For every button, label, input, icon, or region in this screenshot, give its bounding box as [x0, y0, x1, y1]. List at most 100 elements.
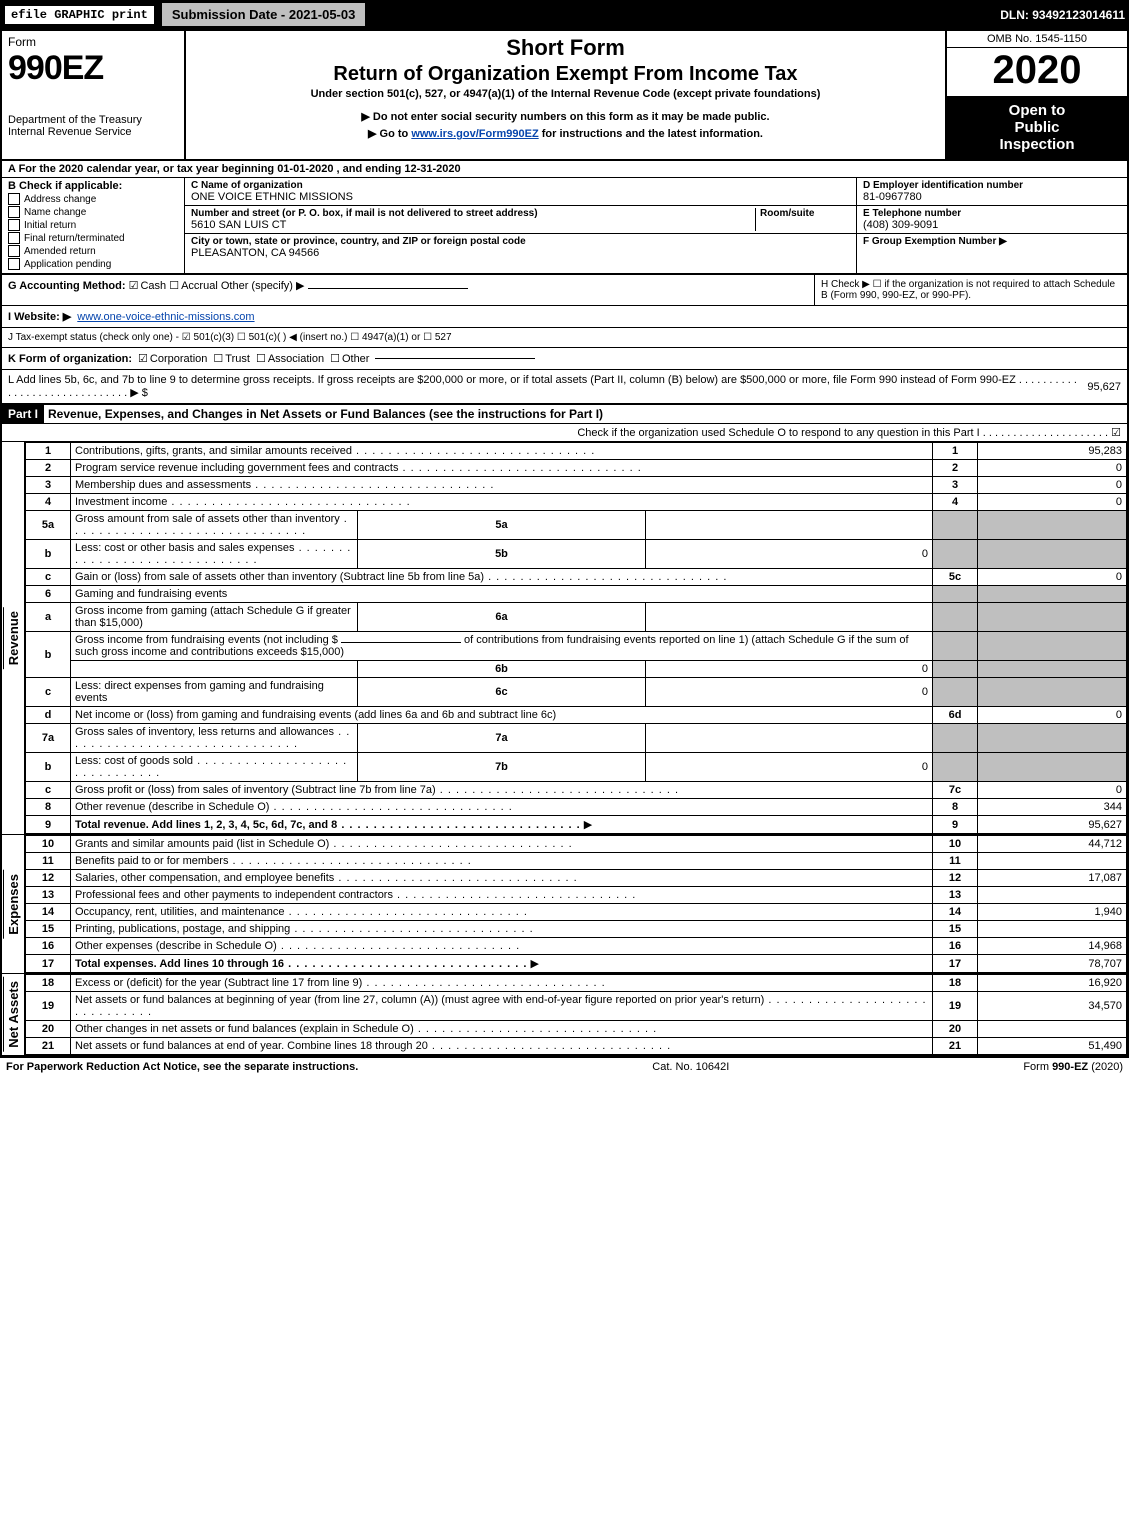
tel-label: E Telephone number: [863, 208, 1121, 219]
line-9: 9 Total revenue. Add lines 1, 2, 3, 4, 5…: [26, 816, 1127, 834]
line-6d: d Net income or (loss) from gaming and f…: [26, 707, 1127, 724]
footer-left: For Paperwork Reduction Act Notice, see …: [6, 1061, 358, 1073]
revenue-table: 1 Contributions, gifts, grants, and simi…: [25, 442, 1127, 834]
line-4: 4 Investment income 4 0: [26, 494, 1127, 511]
tel: (408) 309-9091: [863, 219, 1121, 231]
line-10: 10 Grants and similar amounts paid (list…: [26, 836, 1127, 853]
main-title: Return of Organization Exempt From Incom…: [192, 63, 939, 86]
net-assets-side-label: Net Assets: [2, 974, 25, 1055]
row-l: L Add lines 5b, 6c, and 7b to line 9 to …: [2, 370, 1127, 405]
line-16: 16 Other expenses (describe in Schedule …: [26, 938, 1127, 955]
part1-title: Revenue, Expenses, and Changes in Net As…: [44, 405, 1127, 423]
opt-name-change: Name change: [24, 207, 86, 218]
line-6c: c Less: direct expenses from gaming and …: [26, 678, 1127, 707]
l-value: 95,627: [1087, 381, 1121, 393]
k-assoc: Association: [256, 352, 324, 365]
line-18: 18 Excess or (deficit) for the year (Sub…: [26, 975, 1127, 992]
omb-number: OMB No. 1545-1150: [947, 31, 1127, 48]
checkbox-address-change[interactable]: [8, 193, 20, 205]
checkbox-name-change[interactable]: [8, 206, 20, 218]
line-7a: 7a Gross sales of inventory, less return…: [26, 724, 1127, 753]
open-to: Open to: [949, 102, 1125, 119]
form-frame: Form 990EZ Department of the Treasury In…: [0, 29, 1129, 1057]
footer-mid: Cat. No. 10642I: [652, 1061, 729, 1073]
line-6b-amt: 6b 0: [26, 661, 1127, 678]
row-h: H Check ▶ ☐ if the organization is not r…: [815, 275, 1127, 305]
title-left: Form 990EZ Department of the Treasury In…: [2, 31, 186, 159]
line-6b: b Gross income from fundraising events (…: [26, 632, 1127, 661]
line-17: 17 Total expenses. Add lines 10 through …: [26, 955, 1127, 973]
l-text: L Add lines 5b, 6c, and 7b to line 9 to …: [8, 374, 1081, 399]
opt-amended-return: Amended return: [24, 246, 96, 257]
line-7c: c Gross profit or (loss) from sales of i…: [26, 782, 1127, 799]
org-name-label: C Name of organization: [191, 180, 850, 191]
street: 5610 SAN LUIS CT: [191, 219, 755, 231]
inspection: Inspection: [949, 136, 1125, 153]
k-corp: Corporation: [138, 352, 207, 365]
row-i: I Website: ▶ www.one-voice-ethnic-missio…: [2, 306, 1127, 328]
efile-print-label: efile GRAPHIC print: [4, 5, 155, 25]
ein: 81-0967780: [863, 191, 1121, 203]
subtitle: Under section 501(c), 527, or 4947(a)(1)…: [192, 88, 939, 100]
opt-initial-return: Initial return: [24, 220, 76, 231]
footer-right: Form 990-EZ (2020): [1023, 1061, 1123, 1073]
6b-contrib-field[interactable]: [341, 642, 461, 643]
opt-application-pending: Application pending: [24, 259, 111, 270]
dln-label: DLN: 93492123014611: [1000, 8, 1125, 22]
line-20: 20 Other changes in net assets or fund b…: [26, 1021, 1127, 1038]
form-code: 990EZ: [8, 49, 178, 88]
checkbox-final-return[interactable]: [8, 232, 20, 244]
line-14: 14 Occupancy, rent, utilities, and maint…: [26, 904, 1127, 921]
checkbox-amended-return[interactable]: [8, 245, 20, 257]
i-label: I Website: ▶: [8, 310, 71, 323]
column-c: C Name of organization ONE VOICE ETHNIC …: [185, 178, 857, 273]
checkbox-application-pending[interactable]: [8, 258, 20, 270]
g-other-field[interactable]: [308, 288, 468, 289]
line-3: 3 Membership dues and assessments 3 0: [26, 477, 1127, 494]
dept-treasury: Department of the Treasury: [8, 114, 178, 126]
part1-header-row: Part I Revenue, Expenses, and Changes in…: [2, 405, 1127, 424]
row-g: G Accounting Method: Cash Accrual Other …: [2, 275, 815, 305]
line-6a: a Gross income from gaming (attach Sched…: [26, 603, 1127, 632]
line-5b: b Less: cost or other basis and sales ex…: [26, 540, 1127, 569]
line-15: 15 Printing, publications, postage, and …: [26, 921, 1127, 938]
open-inspection-box: Open to Public Inspection: [947, 96, 1127, 159]
goto-line: ▶ Go to www.irs.gov/Form990EZ for instru…: [192, 127, 939, 140]
line-21: 21 Net assets or fund balances at end of…: [26, 1038, 1127, 1055]
k-other: Other: [330, 352, 369, 365]
line-1: 1 Contributions, gifts, grants, and simi…: [26, 443, 1127, 460]
short-form-title: Short Form: [192, 35, 939, 61]
g-other: Other (specify) ▶: [221, 280, 305, 292]
goto-post: for instructions and the latest informat…: [539, 128, 763, 140]
city: PLEASANTON, CA 94566: [191, 247, 850, 259]
k-other-field[interactable]: [375, 358, 535, 359]
line-5c: c Gain or (loss) from sale of assets oth…: [26, 569, 1127, 586]
title-center: Short Form Return of Organization Exempt…: [186, 31, 945, 159]
street-label: Number and street (or P. O. box, if mail…: [191, 208, 755, 219]
part1-note: Check if the organization used Schedule …: [2, 424, 1127, 442]
row-k: K Form of organization: Corporation Trus…: [2, 348, 1127, 370]
city-label: City or town, state or province, country…: [191, 236, 850, 247]
k-trust: Trust: [213, 352, 250, 365]
col-b-header: B Check if applicable:: [8, 180, 178, 192]
revenue-section: Revenue 1 Contributions, gifts, grants, …: [2, 442, 1127, 835]
line-13: 13 Professional fees and other payments …: [26, 887, 1127, 904]
goto-link[interactable]: www.irs.gov/Form990EZ: [411, 128, 538, 140]
expenses-table: 10 Grants and similar amounts paid (list…: [25, 835, 1127, 973]
header-grid: B Check if applicable: Address change Na…: [2, 178, 1127, 275]
line-8: 8 Other revenue (describe in Schedule O)…: [26, 799, 1127, 816]
revenue-side-label: Revenue: [2, 442, 25, 834]
expenses-side-label: Expenses: [2, 835, 25, 973]
submission-date: Submission Date - 2021-05-03: [161, 2, 367, 27]
line-2: 2 Program service revenue including gove…: [26, 460, 1127, 477]
line-6: 6 Gaming and fundraising events: [26, 586, 1127, 603]
line-12: 12 Salaries, other compensation, and emp…: [26, 870, 1127, 887]
checkbox-initial-return[interactable]: [8, 219, 20, 231]
form-word: Form: [8, 35, 178, 49]
website-link[interactable]: www.one-voice-ethnic-missions.com: [77, 311, 254, 323]
org-name: ONE VOICE ETHNIC MISSIONS: [191, 191, 850, 203]
column-b: B Check if applicable: Address change Na…: [2, 178, 185, 273]
footer: For Paperwork Reduction Act Notice, see …: [0, 1057, 1129, 1076]
tax-year-line: A For the 2020 calendar year, or tax yea…: [2, 161, 1127, 178]
tax-year: 2020: [947, 48, 1127, 96]
